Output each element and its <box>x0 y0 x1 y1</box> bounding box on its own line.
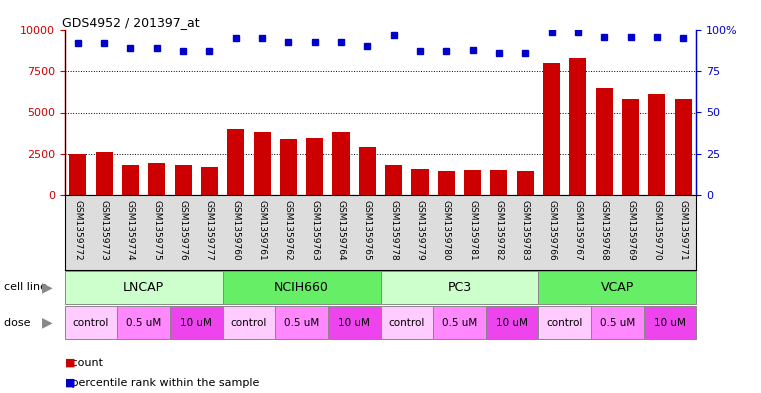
Bar <box>674 99 692 195</box>
Text: GSM1359774: GSM1359774 <box>126 200 135 261</box>
Text: GSM1359776: GSM1359776 <box>179 200 188 261</box>
Text: dose: dose <box>4 318 33 327</box>
Bar <box>569 58 587 195</box>
Text: GSM1359782: GSM1359782 <box>495 200 504 261</box>
Text: ▶: ▶ <box>42 281 53 294</box>
Bar <box>122 165 139 195</box>
Text: GSM1359767: GSM1359767 <box>573 200 582 261</box>
Text: LNCAP: LNCAP <box>123 281 164 294</box>
Bar <box>174 165 192 195</box>
Text: ■: ■ <box>65 378 75 387</box>
Bar <box>148 163 165 195</box>
Text: GSM1359772: GSM1359772 <box>73 200 82 261</box>
Text: GSM1359771: GSM1359771 <box>679 200 688 261</box>
Bar <box>543 63 560 195</box>
Text: 10 uM: 10 uM <box>654 318 686 327</box>
Bar <box>380 271 539 304</box>
Text: 0.5 uM: 0.5 uM <box>442 318 477 327</box>
Bar <box>306 138 323 195</box>
Text: GSM1359760: GSM1359760 <box>231 200 240 261</box>
Text: GSM1359765: GSM1359765 <box>363 200 372 261</box>
Text: ▶: ▶ <box>42 316 53 329</box>
Text: GSM1359762: GSM1359762 <box>284 200 293 261</box>
Bar <box>438 171 455 195</box>
Text: PC3: PC3 <box>447 281 472 294</box>
Text: GSM1359770: GSM1359770 <box>652 200 661 261</box>
Bar <box>275 306 328 339</box>
Text: cell line: cell line <box>4 283 50 292</box>
Text: NCIH660: NCIH660 <box>274 281 329 294</box>
Text: GSM1359777: GSM1359777 <box>205 200 214 261</box>
Bar <box>65 306 117 339</box>
Bar <box>223 306 275 339</box>
Text: 10 uM: 10 uM <box>496 318 528 327</box>
Bar <box>328 306 380 339</box>
Bar <box>433 306 486 339</box>
Text: control: control <box>231 318 267 327</box>
Text: GSM1359763: GSM1359763 <box>310 200 319 261</box>
Bar <box>464 170 481 195</box>
Text: GSM1359764: GSM1359764 <box>336 200 345 261</box>
Bar <box>622 99 639 195</box>
Bar <box>385 165 403 195</box>
Bar <box>596 88 613 195</box>
Text: GDS4952 / 201397_at: GDS4952 / 201397_at <box>62 16 199 29</box>
Bar <box>223 271 380 304</box>
Text: VCAP: VCAP <box>600 281 634 294</box>
Bar <box>648 94 665 195</box>
Text: GSM1359768: GSM1359768 <box>600 200 609 261</box>
Bar <box>539 306 591 339</box>
Text: percentile rank within the sample: percentile rank within the sample <box>68 378 260 387</box>
Bar <box>358 147 376 195</box>
Text: 10 uM: 10 uM <box>180 318 212 327</box>
Bar <box>380 306 433 339</box>
Bar <box>69 154 87 195</box>
Text: GSM1359761: GSM1359761 <box>257 200 266 261</box>
Bar <box>490 170 508 195</box>
Text: 0.5 uM: 0.5 uM <box>126 318 161 327</box>
Bar <box>591 306 644 339</box>
Text: GSM1359783: GSM1359783 <box>521 200 530 261</box>
Bar <box>486 306 539 339</box>
Text: control: control <box>546 318 583 327</box>
Bar <box>253 132 271 195</box>
Bar <box>517 171 533 195</box>
Bar <box>280 139 297 195</box>
Text: GSM1359766: GSM1359766 <box>547 200 556 261</box>
Text: ■: ■ <box>65 358 75 368</box>
Bar <box>644 306 696 339</box>
Bar <box>201 167 218 195</box>
Bar <box>170 306 223 339</box>
Text: GSM1359769: GSM1359769 <box>626 200 635 261</box>
Text: GSM1359779: GSM1359779 <box>416 200 425 261</box>
Bar <box>96 152 113 195</box>
Text: GSM1359778: GSM1359778 <box>389 200 398 261</box>
Bar <box>117 306 170 339</box>
Text: GSM1359775: GSM1359775 <box>152 200 161 261</box>
Text: count: count <box>68 358 103 368</box>
Bar <box>333 132 349 195</box>
Text: GSM1359780: GSM1359780 <box>442 200 451 261</box>
Text: GSM1359781: GSM1359781 <box>468 200 477 261</box>
Bar <box>228 129 244 195</box>
Text: control: control <box>389 318 425 327</box>
Text: 0.5 uM: 0.5 uM <box>284 318 319 327</box>
Text: control: control <box>73 318 109 327</box>
Bar <box>412 169 428 195</box>
Bar <box>539 271 696 304</box>
Text: 10 uM: 10 uM <box>338 318 370 327</box>
Text: GSM1359773: GSM1359773 <box>100 200 109 261</box>
Text: 0.5 uM: 0.5 uM <box>600 318 635 327</box>
Bar <box>65 271 223 304</box>
